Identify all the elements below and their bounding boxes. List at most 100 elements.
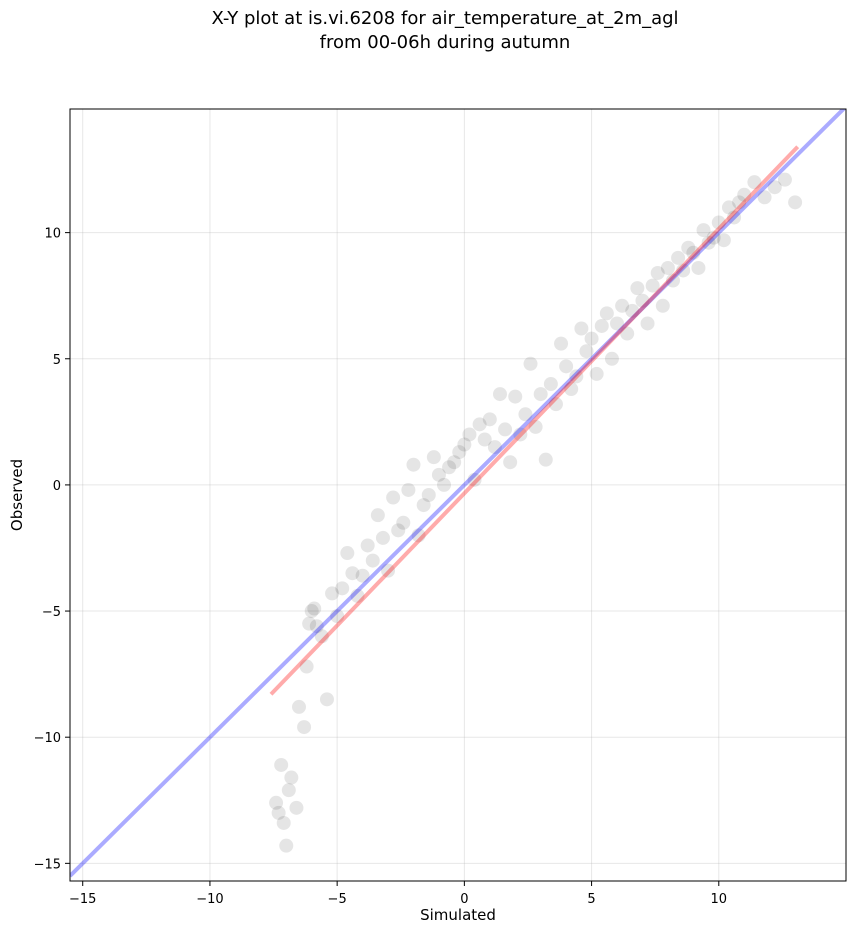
scatter-point [681,240,696,255]
scatter-point [401,482,416,497]
scatter-point [482,412,497,427]
one-to-one-line [70,109,846,878]
scatter-point [421,488,436,502]
scatter-point [645,278,660,293]
x-tick-label: 5 [587,892,595,907]
scatter-point [416,498,431,513]
scatter-point [330,609,345,624]
grid-layer [70,109,846,881]
scatter-point [274,757,289,772]
scatter-point [727,210,742,225]
scatter-point [406,457,421,472]
scatter-point [271,805,286,820]
scatter-point [291,699,306,714]
chart-title-line-1: X-Y plot at is.vi.6208 for air_temperatu… [211,8,678,29]
scatter-point [548,397,563,412]
scatter-point [788,195,803,210]
scatter-point [381,563,396,578]
scatter-point [302,616,317,631]
scatter-point [452,445,467,460]
scatter-point [574,321,589,336]
scatter-point [426,450,441,465]
scatter-point [340,546,355,561]
scatter-point [319,692,334,707]
scatter-point [701,235,716,250]
scatter-point [472,417,487,432]
scatter-point [355,568,370,583]
scatter-point [360,538,375,553]
scatter-point [513,427,528,442]
scatter-point [589,366,604,381]
scatter-point [777,172,792,187]
scatter-point [635,293,650,308]
scatter-point [498,422,513,437]
scatter-point [276,815,291,830]
y-tick-label: −5 [42,605,61,620]
scatter-point [554,336,569,351]
scatter-point [508,389,523,404]
scatter-point [314,629,329,644]
scatter-point [269,795,284,810]
scatter-point [676,263,691,278]
x-tick-label: 10 [711,892,728,907]
scatter-point [630,281,645,296]
scatter-point [447,455,462,470]
scatter-point [569,369,584,384]
scatter-point [665,273,680,288]
scatter-point [307,601,322,616]
scatter-point [442,460,457,475]
scatter-point [284,770,299,785]
x-tick-label: −5 [328,892,347,907]
scatter-point [487,440,502,455]
scatter-point [686,245,701,260]
scatter-point [289,800,304,815]
scatter-point [620,326,635,341]
scatter-point [281,783,296,798]
scatter-point [584,331,599,346]
scatter-point [599,306,614,321]
x-tick-label: −15 [69,892,96,907]
y-tick-label: 5 [53,353,61,368]
scatter-point [391,523,406,538]
scatter-point [386,490,401,505]
scatter-point [309,619,324,634]
scatter-point [604,351,619,366]
scatter-point [696,223,711,238]
scatter-point [732,195,747,210]
y-tick-label: −15 [34,857,61,872]
scatter-point [467,472,482,487]
chart-title-line-2: from 00-06h during autumn [320,32,571,53]
scatter-point [543,376,558,391]
y-tick-label: −10 [34,731,61,746]
scatter-point [375,530,390,545]
scatter-point [737,187,752,202]
scatter-point [396,515,411,530]
scatter-point [279,838,294,853]
scatter-point [492,387,507,402]
y-tick-label: 10 [44,227,61,242]
ticks-layer: −15 −10 −5 0 5 10 −15 −10 −5 0 5 10 [34,227,727,907]
scatter-point [767,180,782,195]
scatter-point [462,427,477,442]
scatter-point [538,452,553,467]
scatter-point [518,407,533,422]
scatter-point [503,455,518,470]
scatter-point [625,303,640,318]
scatter-point [594,318,609,333]
scatter-point [564,382,579,397]
scatter-point [757,190,772,205]
scatter-point [528,419,543,434]
scatter-point [437,477,452,492]
scatter-point [655,298,670,313]
scatter-point [325,586,340,601]
scatter-point [350,588,365,603]
scatter-point [533,387,548,402]
scatter-point [335,581,350,596]
scatter-point [411,528,426,543]
scatter-point [431,467,446,482]
scatter-point [299,659,314,674]
scatter-point [706,230,721,245]
x-tick-label: −10 [196,892,223,907]
scatter-point [579,344,594,359]
